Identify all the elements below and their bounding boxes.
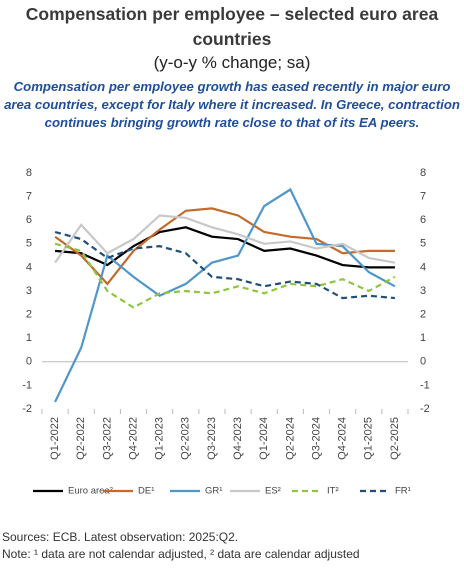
- legend-label: GR¹: [205, 486, 222, 497]
- x-tick-label: Q2-2025: [389, 417, 401, 460]
- y2-tick-label: 6: [420, 214, 426, 226]
- x-tick-label: Q1-2023: [154, 417, 166, 460]
- y2-tick-label: 2: [420, 309, 426, 321]
- legend-label: IT²: [327, 486, 339, 497]
- y2-tick-label: -1: [420, 379, 430, 391]
- series-line: [54, 187, 396, 403]
- series-line: [54, 214, 396, 264]
- unit-label: (y-o-y % change; sa): [153, 53, 311, 72]
- x-tick-label: Q4-2023: [232, 417, 244, 460]
- source: Sources: ECB. Latest observation: 2025:Q…: [2, 530, 239, 544]
- y2-tick-label: 5: [420, 238, 426, 250]
- legend-label: FR¹: [395, 486, 411, 497]
- series-line: [54, 230, 396, 300]
- y-tick-label: 0: [26, 356, 32, 368]
- x-tick-label: Q4-2022: [127, 417, 139, 460]
- y2-tick-label: 4: [420, 261, 426, 273]
- x-tick-label: Q3-2024: [310, 417, 322, 460]
- y-tick-label: 6: [26, 214, 32, 226]
- x-tick-label: Q3-2022: [101, 417, 113, 460]
- y-tick-label: 3: [26, 285, 32, 297]
- y-tick-label: 8: [26, 167, 32, 179]
- legend-label: ES²: [265, 486, 281, 497]
- legend-label: DE¹: [138, 486, 154, 497]
- subtitle: Compensation per employee growth has eas…: [4, 79, 460, 130]
- y-tick-label: 1: [26, 332, 32, 344]
- x-tick-label: Q2-2024: [284, 417, 296, 460]
- series-line: [54, 242, 396, 309]
- y-tick-label: 2: [26, 309, 32, 321]
- x-tick-label: Q4-2024: [337, 417, 349, 460]
- y2-tick-label: 8: [420, 167, 426, 179]
- note: Note: ¹ data are not calendar adjusted, …: [2, 547, 360, 561]
- y-tick-label: -1: [22, 379, 32, 391]
- x-tick-label: Q1-2024: [258, 417, 270, 460]
- y2-tick-label: 1: [420, 332, 426, 344]
- chart-title: Compensation per employee – selected eur…: [25, 4, 439, 49]
- y-tick-label: 5: [26, 238, 32, 250]
- y2-tick-label: -2: [420, 403, 430, 415]
- x-tick-label: Q1-2025: [363, 417, 375, 460]
- x-tick-label: Q3-2023: [206, 417, 218, 460]
- x-tick-label: Q2-2023: [180, 417, 192, 460]
- y2-tick-label: 7: [420, 191, 426, 203]
- y2-tick-label: 3: [420, 285, 426, 297]
- y-tick-label: -2: [22, 403, 32, 415]
- y-tick-label: 7: [26, 191, 32, 203]
- y-tick-label: 4: [26, 261, 32, 273]
- x-tick-label: Q1-2022: [49, 417, 61, 460]
- x-tick-label: Q2-2022: [75, 417, 87, 460]
- y2-tick-label: 0: [420, 356, 426, 368]
- series-line: [54, 207, 395, 286]
- legend-label: Euro area²: [68, 486, 113, 497]
- series-line: [54, 226, 395, 269]
